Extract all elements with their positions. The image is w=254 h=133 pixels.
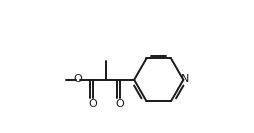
Text: O: O <box>115 99 123 109</box>
Text: N: N <box>181 74 189 84</box>
Text: O: O <box>88 99 97 109</box>
Text: O: O <box>73 74 82 84</box>
